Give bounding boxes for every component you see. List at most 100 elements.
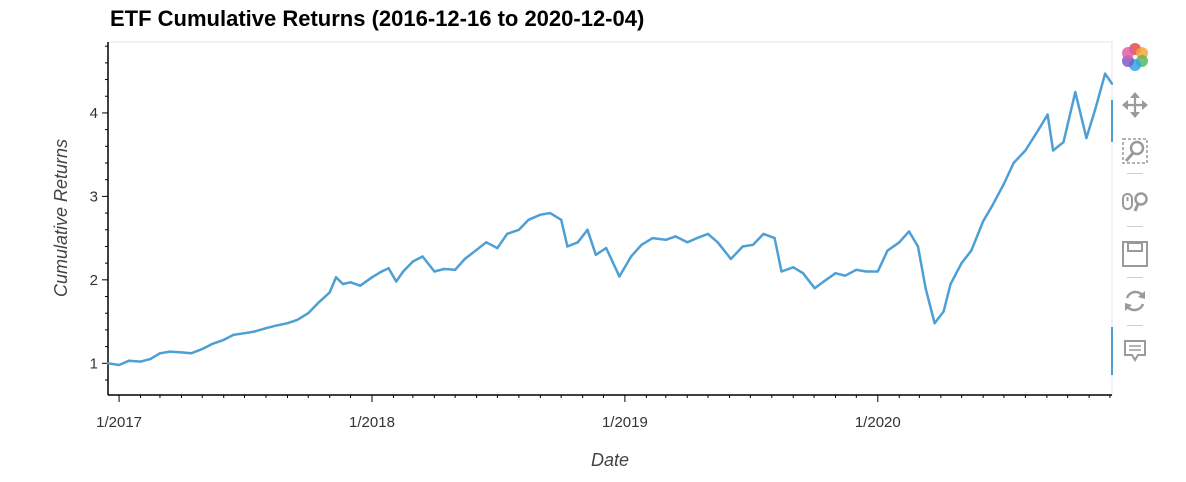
series-point bbox=[453, 268, 457, 272]
series-point bbox=[1051, 149, 1055, 152]
pan-icon bbox=[1122, 92, 1148, 118]
chart-title: ETF Cumulative Returns (2016-12-16 to 20… bbox=[110, 6, 645, 31]
bokeh-logo-button[interactable] bbox=[1118, 40, 1152, 74]
series-point bbox=[576, 241, 579, 244]
series-point bbox=[307, 312, 310, 315]
x-tick-label: 1/2019 bbox=[602, 414, 648, 431]
series-point bbox=[960, 261, 963, 265]
chart-toolbar bbox=[1116, 40, 1156, 380]
series-point bbox=[813, 286, 816, 290]
series-point bbox=[773, 236, 776, 240]
series-point bbox=[1110, 82, 1114, 85]
series-point bbox=[1046, 113, 1049, 116]
series-point bbox=[505, 232, 509, 236]
series-point bbox=[844, 274, 847, 277]
series-point bbox=[442, 267, 446, 271]
reset-tool-button[interactable] bbox=[1118, 284, 1152, 318]
series-point bbox=[243, 332, 246, 335]
series-point bbox=[117, 363, 121, 367]
x-axis-ticks: 1/2017 1/2018 1/2019 1/2020 bbox=[96, 395, 1111, 431]
series-point bbox=[222, 338, 225, 342]
x-tick-label: 1/2017 bbox=[96, 414, 142, 431]
series-point bbox=[716, 241, 719, 244]
series-point bbox=[395, 280, 398, 283]
series-point bbox=[1085, 136, 1088, 140]
series-point bbox=[1074, 90, 1077, 94]
series-point bbox=[594, 253, 597, 257]
series-point bbox=[801, 271, 805, 275]
series-point bbox=[991, 203, 995, 206]
series-point bbox=[433, 270, 436, 273]
series-point bbox=[629, 255, 633, 258]
y-tick-label: 1 bbox=[90, 355, 98, 372]
series-point bbox=[942, 310, 945, 313]
series-point bbox=[548, 211, 552, 215]
series-point bbox=[559, 218, 563, 221]
series-point bbox=[686, 241, 689, 244]
series-point bbox=[864, 270, 868, 273]
wheel-zoom-tool-button[interactable] bbox=[1118, 185, 1152, 219]
hover-tool-button[interactable] bbox=[1118, 334, 1152, 368]
series-point bbox=[106, 362, 110, 365]
x-tick-label: 1/2020 bbox=[855, 414, 901, 431]
series-point bbox=[387, 266, 390, 270]
series-point bbox=[421, 255, 424, 258]
box-zoom-tool-button[interactable] bbox=[1118, 134, 1152, 168]
series-point bbox=[834, 271, 837, 275]
series-point bbox=[586, 228, 589, 231]
series-point bbox=[604, 246, 608, 250]
pan-tool-button[interactable] bbox=[1118, 88, 1152, 122]
series-point bbox=[1037, 128, 1040, 131]
series-point bbox=[496, 246, 499, 250]
series-point bbox=[485, 241, 488, 244]
series-point bbox=[232, 333, 235, 337]
series-point bbox=[566, 245, 569, 248]
toolbar-separator bbox=[1127, 226, 1143, 227]
series-point bbox=[349, 281, 352, 284]
series-point bbox=[189, 352, 193, 355]
series-point bbox=[762, 232, 765, 236]
series-point bbox=[475, 248, 478, 251]
series-point bbox=[970, 249, 973, 252]
series-point bbox=[780, 270, 783, 273]
wheel-zoom-icon bbox=[1122, 192, 1148, 212]
toolbar-separator bbox=[1127, 173, 1143, 174]
series-point bbox=[359, 284, 362, 287]
series-point bbox=[855, 268, 858, 272]
series-point bbox=[1062, 140, 1065, 144]
series-point bbox=[149, 357, 152, 361]
series-point bbox=[1012, 161, 1015, 165]
y-axis-label: Cumulative Returns bbox=[51, 139, 71, 297]
hover-icon bbox=[1124, 340, 1146, 362]
series-point bbox=[463, 257, 467, 261]
x-axis-label: Date bbox=[591, 450, 629, 470]
y-axis-ticks: 1 2 3 4 bbox=[90, 45, 108, 381]
save-icon bbox=[1122, 241, 1148, 267]
series-point bbox=[370, 276, 374, 279]
series-point bbox=[933, 322, 936, 325]
series-points bbox=[106, 72, 1114, 367]
cumulative-returns-line bbox=[107, 72, 1114, 367]
series-point bbox=[401, 270, 405, 273]
y-tick-label: 3 bbox=[90, 188, 98, 205]
series-point bbox=[916, 245, 920, 248]
series-point bbox=[907, 230, 911, 233]
plot-frame bbox=[107, 41, 1113, 396]
save-tool-button[interactable] bbox=[1118, 237, 1152, 271]
series-point bbox=[168, 350, 171, 353]
series-point bbox=[286, 322, 289, 325]
series-point bbox=[792, 266, 795, 269]
series-point bbox=[517, 228, 521, 231]
series-point bbox=[729, 257, 733, 261]
series-point bbox=[295, 318, 299, 322]
series-point bbox=[695, 236, 699, 240]
series-point bbox=[949, 282, 952, 286]
x-tick-label: 1/2018 bbox=[349, 414, 395, 431]
series-point bbox=[886, 249, 889, 252]
pan-active-indicator bbox=[1111, 100, 1113, 142]
series-point bbox=[751, 243, 755, 246]
series-point bbox=[741, 245, 744, 248]
series-point bbox=[1002, 182, 1006, 186]
y-tick-label: 4 bbox=[90, 105, 98, 122]
